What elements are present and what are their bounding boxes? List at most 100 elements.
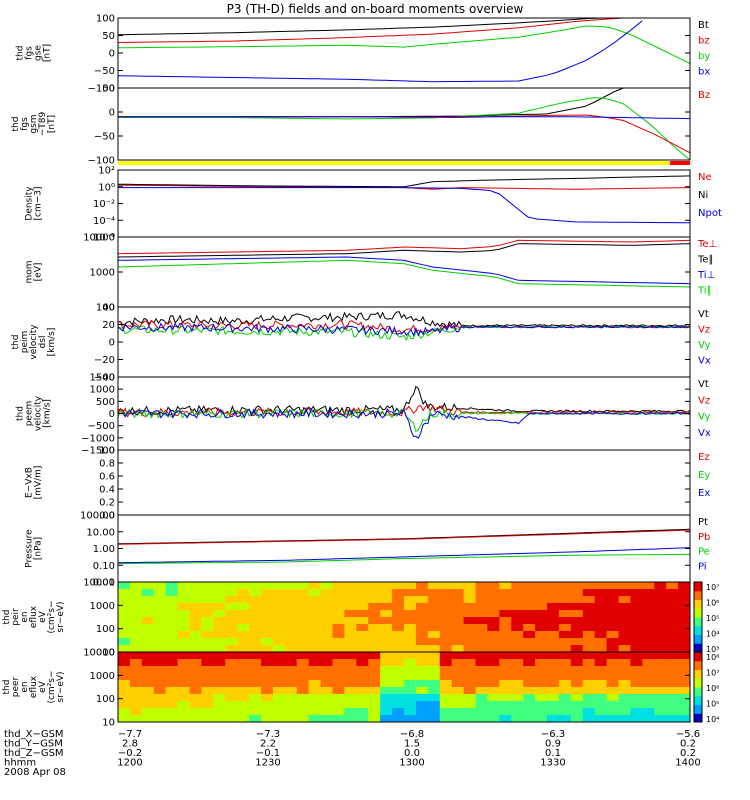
heatmap-cell	[213, 708, 226, 716]
heatmap-cell	[141, 589, 155, 597]
heatmap-cell	[487, 694, 500, 702]
heatmap-cell	[201, 631, 214, 639]
heatmap-cell	[368, 659, 381, 667]
heatmap-cell	[499, 708, 512, 716]
heatmap-cell	[666, 624, 679, 632]
heatmap-cell	[380, 617, 393, 625]
heatmap-cell	[547, 680, 560, 688]
heatmap-cell	[618, 645, 631, 653]
heatmap-cell	[463, 631, 476, 639]
heatmap-cell	[642, 596, 655, 604]
heatmap-cell	[678, 645, 691, 653]
heatmap-cell	[499, 589, 512, 597]
series-line-Te⊥	[117, 239, 691, 255]
heatmap-cell	[439, 701, 453, 709]
legend-Pt: Pt	[698, 517, 708, 528]
colorbar-segment	[694, 625, 702, 635]
heatmap-cell	[296, 673, 310, 681]
heatmap-cell	[225, 652, 238, 660]
heatmap-cell	[558, 694, 572, 702]
heatmap-cell	[582, 624, 596, 632]
heatmap-cell	[439, 617, 453, 625]
heatmap-cell	[344, 701, 357, 709]
heatmap-cell	[439, 631, 453, 639]
legend-bz: bz	[698, 36, 710, 47]
ylabel: dsl	[38, 336, 48, 349]
heatmap-cell	[356, 624, 369, 632]
heatmap-cell	[594, 638, 608, 646]
heatmap-cell	[654, 617, 667, 625]
heatmap-cell	[535, 659, 548, 667]
heatmap-cell	[487, 701, 500, 709]
heatmap-cell	[666, 631, 679, 639]
heatmap-cell	[368, 610, 381, 618]
heatmap-cell	[535, 638, 548, 646]
heatmap-cell	[284, 610, 298, 618]
heatmap-cell	[118, 617, 131, 625]
heatmap-cell	[213, 687, 226, 695]
heatmap-cell	[511, 603, 524, 611]
heatmap-cell	[606, 624, 619, 632]
ytick-label: 1000	[90, 601, 115, 612]
heatmap-cell	[237, 652, 250, 660]
heatmap-cell	[201, 603, 214, 611]
ytick-label: 10²	[98, 166, 115, 177]
footer-value: 1200	[117, 758, 142, 769]
ytick-label: −40	[94, 373, 115, 384]
heatmap-cell	[308, 666, 322, 674]
ylabel: thd	[16, 46, 26, 61]
heatmap-cell	[618, 582, 631, 590]
series-line-Pe	[117, 553, 690, 565]
heatmap-cell	[642, 617, 655, 625]
heatmap-cell	[511, 673, 524, 681]
series-line-green	[118, 97, 691, 161]
heatmap-cell	[511, 652, 524, 660]
heatmap-cell	[177, 652, 190, 660]
series-line-bx	[117, 20, 643, 83]
heatmap-cell	[332, 673, 345, 681]
heatmap-cell	[141, 610, 155, 618]
heatmap-cell	[356, 708, 369, 716]
heatmap-cell	[272, 680, 286, 688]
heatmap-cell	[404, 645, 417, 653]
ytick-label: 0	[109, 108, 115, 119]
heatmap-cell	[356, 603, 369, 611]
heatmap-cell	[523, 582, 536, 590]
heatmap-cell	[308, 617, 322, 625]
ylabel: [eV]	[34, 263, 44, 282]
heatmap-cell	[642, 701, 655, 709]
heatmap-cell	[427, 694, 441, 702]
panel-efield	[117, 449, 691, 516]
ylabel: peem	[25, 401, 35, 427]
heatmap-cell	[165, 666, 179, 674]
heatmap-cell	[129, 610, 143, 618]
heatmap-cell	[558, 631, 572, 639]
heatmap-cell	[499, 652, 512, 660]
heatmap-cell	[463, 638, 476, 646]
heatmap-cell	[118, 715, 131, 723]
ylabel: (cm²s−	[47, 670, 57, 703]
footer-value: −6.3	[541, 729, 565, 740]
ytick-label: 1000	[90, 268, 115, 279]
heatmap-cell	[141, 666, 155, 674]
heatmap-cell	[678, 589, 691, 597]
colorbar-segment	[694, 687, 702, 697]
heatmap-cell	[523, 603, 536, 611]
heatmap-cell	[308, 687, 322, 695]
heatmap-cell	[427, 708, 441, 716]
ytick-label: −50	[94, 66, 115, 77]
legend-Pi: Pi	[698, 561, 707, 572]
heatmap-cell	[535, 652, 548, 660]
heatmap-cell	[451, 687, 465, 695]
heatmap-cell	[618, 596, 631, 604]
heatmap-cell	[642, 652, 655, 660]
heatmap-cell	[547, 617, 560, 625]
heatmap-cell	[511, 617, 524, 625]
ytick-label: 10⁰	[98, 182, 115, 193]
series-line-Pt	[117, 528, 691, 545]
colorbar-tick-label: 10⁵	[706, 700, 719, 709]
heatmap-cell	[606, 708, 619, 716]
heatmap-cell	[177, 617, 190, 625]
heatmap-cell	[666, 589, 679, 597]
heatmap-cell	[261, 715, 274, 723]
